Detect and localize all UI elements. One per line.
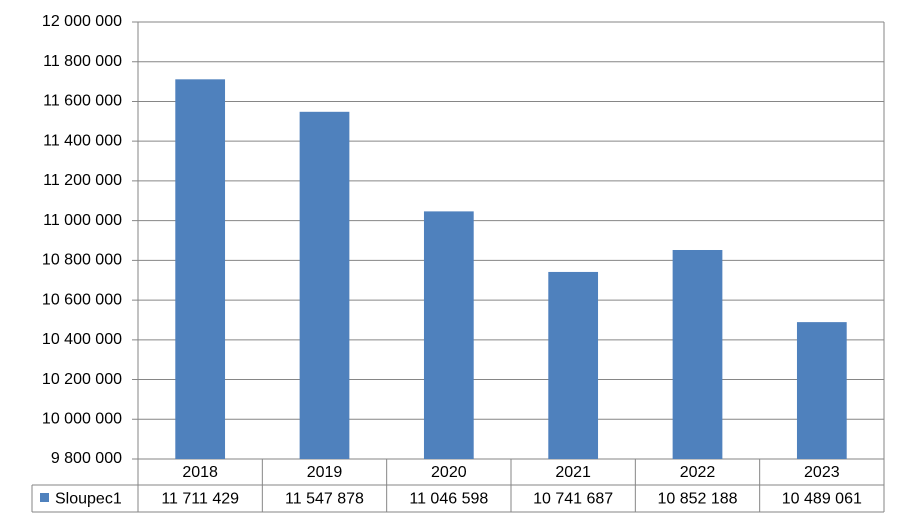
x-tick-label: 2020 (431, 464, 467, 481)
table-value: 11 046 598 (409, 491, 488, 508)
table-value: 10 489 061 (782, 491, 862, 508)
table-value: 10 852 188 (657, 491, 737, 508)
y-tick-label: 10 600 000 (42, 291, 122, 308)
y-tick-label: 11 600 000 (43, 93, 122, 110)
y-tick-label: 11 200 000 (43, 172, 122, 189)
bar (796, 322, 847, 459)
y-tick-label: 12 000 000 (42, 13, 122, 30)
bar (423, 211, 474, 459)
x-tick-label: 2019 (307, 464, 343, 481)
table-value: 10 741 687 (533, 491, 613, 508)
legend-label: Sloupec1 (55, 491, 122, 508)
legend-swatch (40, 493, 49, 502)
bar (299, 111, 350, 460)
y-tick-label: 11 800 000 (43, 53, 122, 70)
y-tick-label: 10 800 000 (42, 252, 122, 269)
table-value: 11 547 878 (285, 491, 364, 508)
x-tick-label: 2022 (680, 464, 716, 481)
table-value: 11 711 429 (161, 491, 239, 508)
bar (548, 271, 599, 459)
y-tick-label: 10 400 000 (42, 331, 122, 348)
y-tick-label: 10 200 000 (42, 371, 122, 388)
x-tick-label: 2021 (555, 464, 591, 481)
y-tick-label: 11 000 000 (43, 212, 122, 229)
y-tick-label: 9 800 000 (51, 450, 122, 467)
x-tick-label: 2023 (804, 464, 840, 481)
bar (175, 79, 226, 460)
y-tick-label: 10 000 000 (42, 410, 122, 427)
bar (672, 249, 723, 459)
y-tick-label: 11 400 000 (43, 132, 122, 149)
x-tick-label: 2018 (182, 464, 218, 481)
